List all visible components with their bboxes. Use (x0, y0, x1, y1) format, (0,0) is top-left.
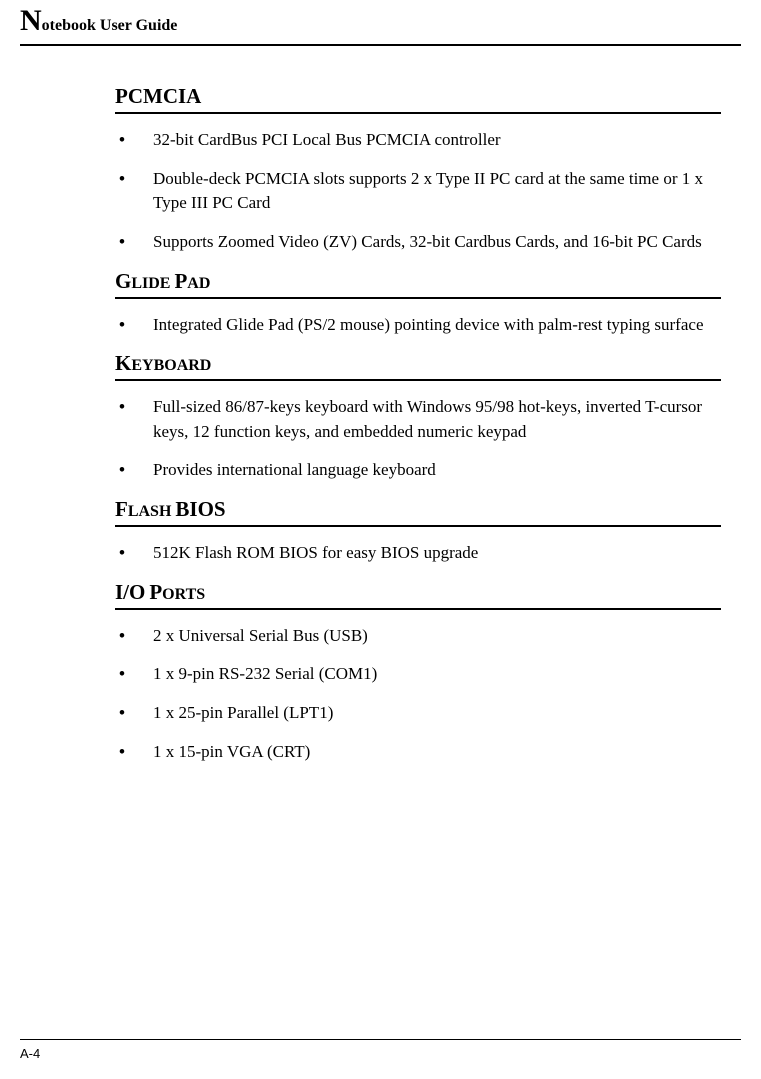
ioports-list: 2 x Universal Serial Bus (USB) 1 x 9-pin… (115, 624, 721, 765)
header-title: Notebook User Guide (20, 17, 177, 34)
heading-rest: AD (187, 275, 210, 292)
list-item: 32-bit CardBus PCI Local Bus PCMCIA cont… (115, 128, 721, 153)
heading-cap: F (115, 497, 128, 521)
flashbios-list: 512K Flash ROM BIOS for easy BIOS upgrad… (115, 541, 721, 566)
heading-rest: LIDE (131, 275, 170, 292)
page-content: PCMCIA 32-bit CardBus PCI Local Bus PCMC… (20, 46, 741, 764)
heading-cap: G (115, 269, 131, 293)
section-heading-glidepad: GLIDE PAD (115, 269, 721, 299)
header-dropcap: N (20, 4, 42, 37)
heading-cap: P (149, 580, 162, 604)
heading-rest: LASH (128, 503, 172, 520)
section-heading-ioports: I/O PORTS (115, 580, 721, 610)
list-item: Full-sized 86/87-keys keyboard with Wind… (115, 395, 721, 444)
list-item: 2 x Universal Serial Bus (USB) (115, 624, 721, 649)
page-footer: A-4 (20, 1039, 741, 1061)
heading-cap: P (174, 269, 187, 293)
list-item: 512K Flash ROM BIOS for easy BIOS upgrad… (115, 541, 721, 566)
list-item: Integrated Glide Pad (PS/2 mouse) pointi… (115, 313, 721, 338)
page-number: A-4 (20, 1046, 40, 1061)
section-heading-pcmcia: PCMCIA (115, 84, 721, 114)
heading-rest: EYBOARD (131, 357, 211, 374)
list-item: Supports Zoomed Video (ZV) Cards, 32-bit… (115, 230, 721, 255)
heading-rest: ORTS (162, 586, 205, 603)
list-item: 1 x 9-pin RS-232 Serial (COM1) (115, 662, 721, 687)
heading-cap: BIOS (175, 497, 225, 521)
keyboard-list: Full-sized 86/87-keys keyboard with Wind… (115, 395, 721, 483)
list-item: 1 x 15-pin VGA (CRT) (115, 740, 721, 765)
list-item: Double-deck PCMCIA slots supports 2 x Ty… (115, 167, 721, 216)
section-heading-flashbios: FLASH BIOS (115, 497, 721, 527)
list-item: 1 x 25-pin Parallel (LPT1) (115, 701, 721, 726)
header-title-rest: otebook User Guide (42, 17, 178, 34)
heading-cap: I/O (115, 580, 145, 604)
section-heading-keyboard: KEYBOARD (115, 351, 721, 381)
pcmcia-list: 32-bit CardBus PCI Local Bus PCMCIA cont… (115, 128, 721, 255)
page-header: Notebook User Guide (20, 0, 741, 46)
glidepad-list: Integrated Glide Pad (PS/2 mouse) pointi… (115, 313, 721, 338)
heading-cap: K (115, 351, 131, 375)
list-item: Provides international language keyboard (115, 458, 721, 483)
